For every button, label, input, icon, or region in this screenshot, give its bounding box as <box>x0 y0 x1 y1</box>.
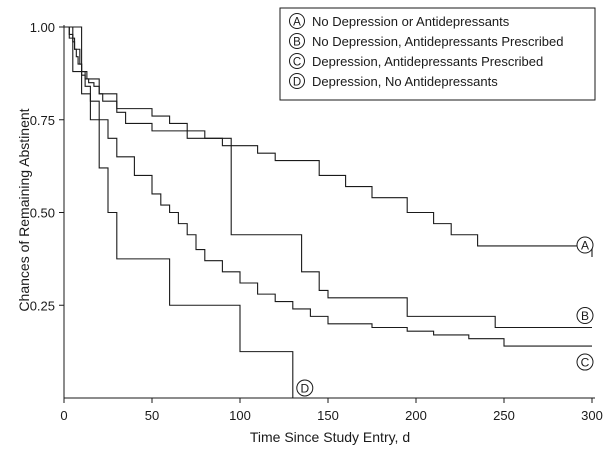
legend-marker-circle <box>289 73 305 89</box>
marker-letter: A <box>581 239 589 253</box>
marker-letter: D <box>300 382 309 396</box>
y-tick-label: 0.25 <box>30 298 55 313</box>
x-tick-label: 100 <box>229 408 251 423</box>
legend-marker-letter: D <box>293 77 301 89</box>
x-tick-label: 200 <box>405 408 427 423</box>
x-tick-label: 50 <box>145 408 159 423</box>
legend-item-d: D Depression, No Antidepressants <box>289 73 498 89</box>
legend-item-c: C Depression, Antidepressants Prescribed <box>289 53 543 69</box>
x-tick-label: 300 <box>581 408 603 423</box>
legend-marker-circle <box>289 53 305 69</box>
series-end-marker-d: D <box>296 379 314 397</box>
legend-item-a: A No Depression or Antidepressants <box>289 13 510 29</box>
series-end-marker-a: A <box>576 236 594 254</box>
axis-ticks: 0 50 100 150 200 250 300 0.25 0.50 0.75 1.00 <box>30 20 603 423</box>
series-line-d <box>64 26 294 398</box>
legend-marker-letter: A <box>293 17 301 29</box>
legend-marker-letter: C <box>293 57 301 69</box>
series-line-c <box>64 26 592 347</box>
series-end-labels: A B C D <box>296 236 594 397</box>
x-tick-label: 0 <box>60 408 67 423</box>
marker-letter: C <box>581 356 590 370</box>
legend-label: No Depression, Antidepressants Prescribe… <box>312 34 563 49</box>
legend-marker-letter: B <box>293 37 301 49</box>
legend-label: No Depression or Antidepressants <box>312 14 510 29</box>
y-tick-label: 1.00 <box>30 20 55 35</box>
legend-marker-circle <box>289 13 305 29</box>
legend-label: Depression, No Antidepressants <box>312 74 498 89</box>
legend-marker-circle <box>289 33 305 49</box>
y-tick-label: 0.75 <box>30 113 55 128</box>
x-tick-label: 150 <box>317 408 339 423</box>
y-axis-label: Chances of Remaining Abstinent <box>16 108 32 311</box>
series-end-marker-c: C <box>576 353 594 371</box>
series-lines <box>64 26 593 398</box>
legend-item-b: B No Depression, Antidepressants Prescrib… <box>289 33 563 49</box>
marker-circle <box>296 379 314 397</box>
x-axis-label: Time Since Study Entry, d <box>250 429 410 445</box>
series-line-b <box>64 26 592 329</box>
legend-label: Depression, Antidepressants Prescribed <box>312 54 543 69</box>
marker-letter: B <box>581 309 589 323</box>
marker-circle <box>576 353 594 371</box>
marker-circle <box>576 236 594 254</box>
series-end-marker-b: B <box>576 307 594 325</box>
y-tick-label: 0.50 <box>30 206 55 221</box>
legend: A No Depression or Antidepressants B No Dep… <box>279 7 596 101</box>
legend-box <box>279 7 596 101</box>
marker-circle <box>576 307 594 325</box>
x-tick-label: 250 <box>493 408 515 423</box>
series-line-a <box>64 26 593 258</box>
